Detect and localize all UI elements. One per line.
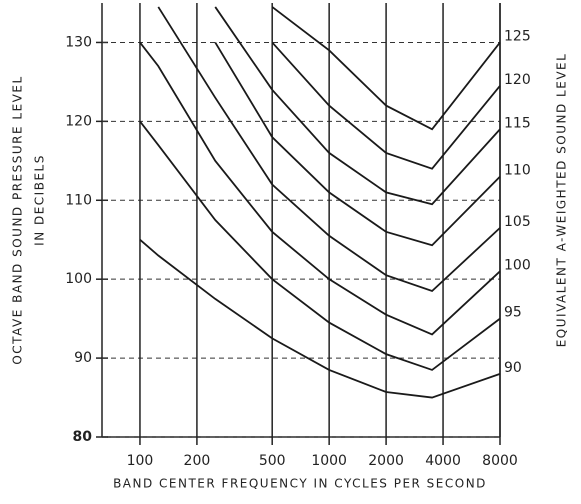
y-tick-label: 100 — [65, 271, 92, 287]
x-tick-label: 500 — [259, 453, 286, 469]
curve — [139, 41, 501, 336]
curve — [271, 41, 501, 170]
curve-label: 95 — [504, 305, 522, 321]
x-tick-label: 1000 — [311, 453, 347, 469]
x-tick-label: 2000 — [368, 453, 404, 469]
curve-label: 90 — [504, 360, 522, 376]
y-tick-label: 120 — [65, 113, 92, 129]
curve-label: 100 — [504, 257, 531, 273]
curve-label: 120 — [504, 72, 531, 88]
y2-axis-label: EQUIVALENT A-WEIGHTED SOUND LEVEL — [555, 53, 569, 348]
y-axis-label: IN DECIBELS — [33, 154, 47, 246]
curve — [157, 6, 501, 293]
curve — [139, 120, 501, 371]
curve-label: 115 — [504, 115, 531, 131]
curve-label: 110 — [504, 163, 531, 179]
curve-label: 125 — [504, 28, 531, 44]
y-tick-label: 80 — [73, 429, 93, 445]
x-tick-label: 100 — [127, 453, 154, 469]
curve — [139, 239, 501, 399]
curve-label: 105 — [504, 214, 531, 230]
x-tick-label: 8000 — [482, 453, 518, 469]
x-tick-label: 4000 — [425, 453, 461, 469]
y-tick-label: 90 — [74, 350, 92, 366]
curve — [214, 41, 501, 247]
y-axis-label: OCTAVE BAND SOUND PRESSURE LEVEL — [11, 75, 25, 364]
x-axis-label: BAND CENTER FREQUENCY IN CYCLES PER SECO… — [113, 477, 487, 491]
y-tick-label: 110 — [65, 192, 92, 208]
y-tick-label: 130 — [65, 34, 92, 50]
curve — [214, 6, 501, 206]
x-tick-label: 200 — [184, 453, 211, 469]
curve — [271, 6, 501, 131]
